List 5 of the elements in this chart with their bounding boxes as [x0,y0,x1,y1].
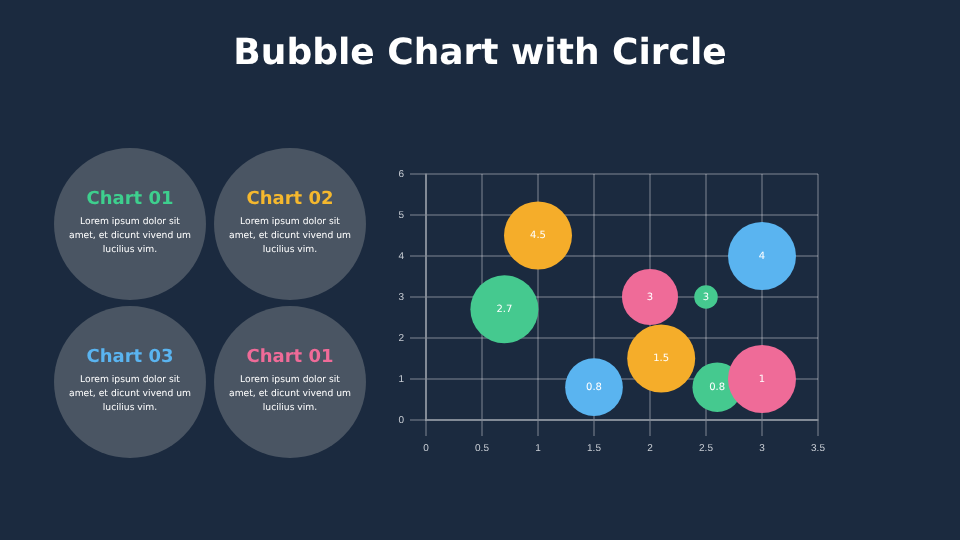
text: Bubble Chart with Circle [231,32,729,74]
category-label: Chart 01 [246,348,334,368]
category-label: Chart 03 [86,348,174,368]
category-label: Chart 02 [246,190,334,210]
category-label: Chart 01 [86,190,174,210]
